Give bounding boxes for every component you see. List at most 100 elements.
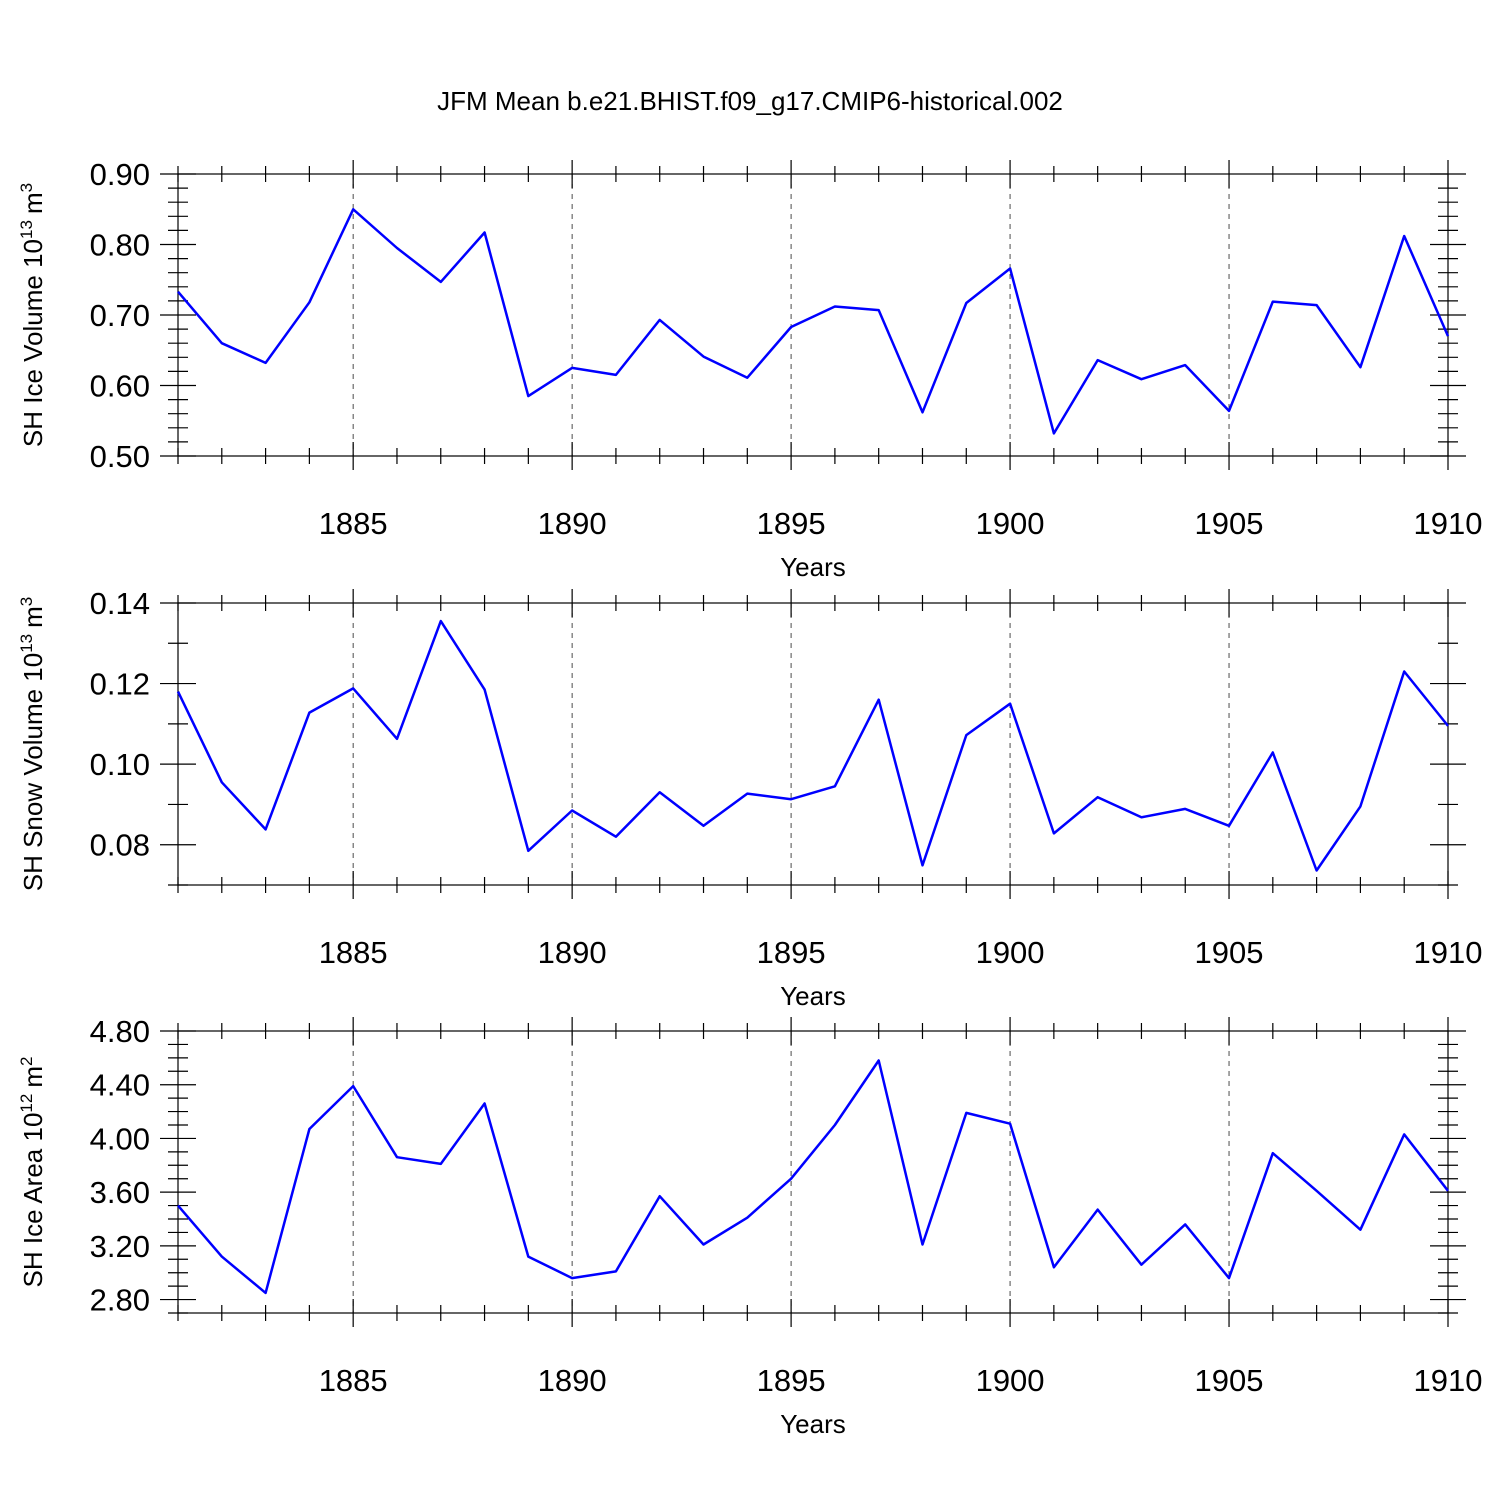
data-point [658, 790, 662, 794]
data-point [702, 1243, 706, 1247]
data-point [1446, 724, 1450, 728]
data-point [964, 1111, 968, 1115]
x-tick-label: 1905 [1195, 1363, 1264, 1398]
data-point [1227, 1276, 1231, 1280]
x-tick-label: 1885 [319, 506, 388, 541]
x-tick-label: 1895 [757, 935, 826, 970]
data-point [1052, 1265, 1056, 1269]
data-point [351, 1084, 355, 1088]
series-line [177, 1059, 1449, 1295]
data-point [702, 824, 706, 828]
data-point [745, 1216, 749, 1220]
y-axis-title: SH Ice Area 1012 m2 [17, 1057, 48, 1288]
y-tick-label: 0.90 [90, 157, 150, 192]
data-point [1315, 303, 1319, 307]
data-point [351, 686, 355, 690]
y-axis-title-exponent: 13 [17, 634, 36, 653]
y-tick-label: 3.60 [90, 1175, 150, 1210]
data-point [1008, 266, 1012, 270]
data-point [220, 780, 224, 784]
y-axis-title: SH Snow Volume 1013 m3 [17, 597, 48, 892]
data-point [964, 301, 968, 305]
y-tick-label: 4.80 [90, 1014, 150, 1049]
data-point [1402, 669, 1406, 673]
data-point [920, 410, 924, 414]
data-point [658, 1194, 662, 1198]
data-point [1096, 358, 1100, 362]
data-point [1096, 1208, 1100, 1212]
y-tick-label: 0.80 [90, 228, 150, 263]
data-point [920, 1243, 924, 1247]
plot-frame [177, 173, 1449, 457]
x-tick-label: 1905 [1195, 506, 1264, 541]
data-point [1139, 377, 1143, 381]
series-line [176, 619, 1449, 872]
data-point [351, 207, 355, 211]
data-point [439, 280, 443, 284]
data-point [920, 863, 924, 867]
y-axis-title: SH Ice Volume 1013 m3 [17, 183, 48, 447]
x-tick-label: 1895 [757, 506, 826, 541]
data-point [1139, 815, 1143, 819]
data-point [1271, 1151, 1275, 1155]
plot-frame [177, 602, 1449, 886]
data-point [1358, 1228, 1362, 1232]
y-tick-label: 0.10 [90, 747, 150, 782]
data-point [789, 1177, 793, 1181]
x-tick-label: 1900 [976, 506, 1045, 541]
panel-ice-volume: 0.50 0.60 0.70 0.80 0.90 1885 1890 1895 1900 1905… [17, 157, 1482, 582]
data-point [483, 688, 487, 692]
data-point [176, 290, 180, 294]
x-tick-label: 1885 [319, 1363, 388, 1398]
series-line [177, 208, 1450, 435]
data-point [658, 318, 662, 322]
data-point [220, 1255, 224, 1259]
y-axis-title-main: SH Ice Area 10 [18, 1113, 48, 1288]
data-point [526, 849, 530, 853]
x-tick-label: 1905 [1195, 935, 1264, 970]
data-point [745, 376, 749, 380]
data-point [1446, 334, 1450, 338]
data-point [1358, 365, 1362, 369]
y-tick-label: 4.40 [90, 1068, 150, 1103]
data-point [1358, 804, 1362, 808]
data-point [1227, 824, 1231, 828]
data-point [1271, 300, 1275, 304]
data-point [1227, 409, 1231, 413]
y-axis-title-unit: m [18, 606, 48, 628]
data-point [395, 737, 399, 741]
data-point [1052, 831, 1056, 835]
y-tick-label: 4.00 [90, 1121, 150, 1156]
x-axis-title: Years [780, 1409, 846, 1439]
data-point [395, 1155, 399, 1159]
data-point [526, 394, 530, 398]
data-point [176, 690, 180, 694]
data-point [1183, 1222, 1187, 1226]
data-point [1052, 431, 1056, 435]
panel-ice-area: 2.80 3.20 3.60 4.00 4.40 4.80 1885 1890 1895 1900… [17, 1014, 1482, 1439]
data-point [1271, 750, 1275, 754]
y-axis-title-unit-exponent: 2 [17, 1057, 36, 1066]
x-tick-label: 1910 [1414, 935, 1483, 970]
data-point [1139, 1263, 1143, 1267]
y-tick-label: 0.14 [90, 586, 150, 621]
y-axis-title-exponent: 12 [17, 1094, 36, 1113]
data-point [307, 711, 311, 715]
x-axis-title: Years [780, 552, 846, 582]
data-point [614, 835, 618, 839]
y-axis-title-unit-exponent: 3 [17, 183, 36, 192]
x-tick-label: 1910 [1414, 506, 1483, 541]
data-point [264, 361, 268, 365]
data-point [877, 308, 881, 312]
data-point [307, 1127, 311, 1131]
data-point [833, 1123, 837, 1127]
plot-frame [177, 1030, 1449, 1314]
data-point [833, 305, 837, 309]
data-point [877, 1059, 881, 1063]
data-point [176, 1204, 180, 1208]
data-point [483, 1102, 487, 1106]
y-axis-title-unit-exponent: 3 [17, 597, 36, 606]
x-tick-label: 1890 [538, 935, 607, 970]
x-tick-label: 1895 [757, 1363, 826, 1398]
